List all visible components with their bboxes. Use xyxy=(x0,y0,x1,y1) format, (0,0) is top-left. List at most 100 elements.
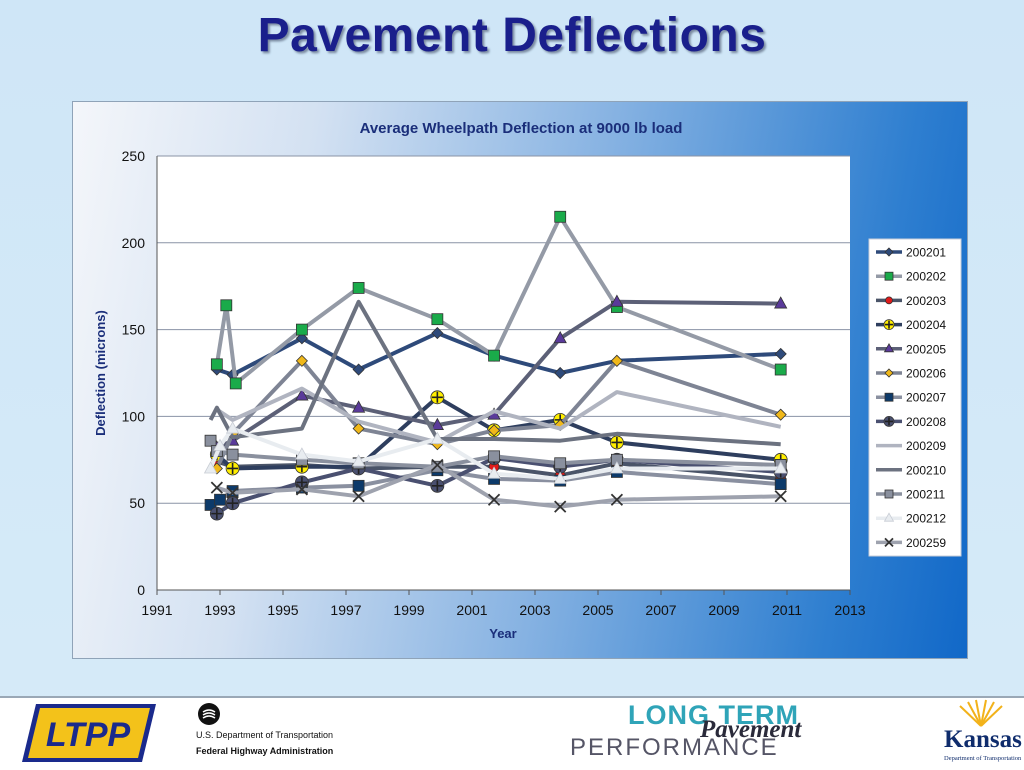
performance-text: PERFORMANCE xyxy=(570,734,779,761)
legend-item: 200212 xyxy=(876,512,946,526)
legend-label: 200206 xyxy=(906,367,946,381)
data-point xyxy=(884,247,894,257)
legend-item: 200201 xyxy=(876,246,946,260)
data-point xyxy=(225,421,240,434)
data-point xyxy=(610,493,624,506)
data-point xyxy=(884,489,894,499)
legend-item: 200259 xyxy=(876,536,946,550)
kansas-dot-logo xyxy=(940,698,1022,766)
data-point-cross xyxy=(431,480,443,492)
slide-title: Pavement Deflections xyxy=(257,9,767,62)
legend-item: 200204 xyxy=(876,318,946,332)
legend-label: 200202 xyxy=(906,270,946,284)
data-point xyxy=(295,323,308,336)
data-point xyxy=(352,282,365,294)
data-point-cross xyxy=(885,320,893,329)
legend-label: 200210 xyxy=(906,463,946,477)
data-point xyxy=(295,483,309,496)
data-point xyxy=(774,347,787,360)
x-tick-label: 1997 xyxy=(330,602,361,618)
legend-label: 200201 xyxy=(906,246,946,260)
x-tick-label: 2009 xyxy=(708,602,739,618)
data-point xyxy=(554,500,567,513)
x-tick-label: 2011 xyxy=(772,602,802,618)
data-point xyxy=(295,354,308,367)
data-point-cross xyxy=(296,476,308,488)
data-point xyxy=(885,296,893,305)
data-point xyxy=(487,493,501,506)
data-point xyxy=(351,400,366,413)
legend-label: 200212 xyxy=(906,512,946,526)
data-point xyxy=(774,363,787,376)
dot-eagle-icon xyxy=(198,703,220,725)
data-point xyxy=(554,457,567,470)
data-point xyxy=(431,327,444,340)
data-point xyxy=(226,486,239,499)
series-200212 xyxy=(203,421,788,484)
axes: 0 50 100 150 200 250 1991 1993 1995 1997 1999 2001 2… xyxy=(122,148,866,618)
data-point xyxy=(884,392,894,402)
legend-item: 200203 xyxy=(876,294,946,308)
y-tick-label: 200 xyxy=(122,235,146,251)
legend-item: 200202 xyxy=(876,270,946,284)
data-point xyxy=(210,481,223,494)
data-point xyxy=(883,512,895,522)
x-tick-label: 1999 xyxy=(393,602,424,618)
kansas-name: Kansas xyxy=(944,726,1022,753)
legend-label: 200209 xyxy=(906,439,946,453)
data-point xyxy=(553,471,567,484)
data-point-cross xyxy=(211,508,223,520)
legend-item: 200211 xyxy=(876,488,945,502)
y-tick-label: 250 xyxy=(122,148,146,164)
data-point xyxy=(295,388,309,401)
legend-item: 200210 xyxy=(876,463,946,477)
data-point xyxy=(610,294,624,307)
legend-label: 200208 xyxy=(906,415,946,429)
data-point xyxy=(774,461,788,474)
data-point xyxy=(214,493,226,506)
data-point xyxy=(488,450,500,463)
legend-label: 200204 xyxy=(906,318,946,332)
data-point-cross xyxy=(611,436,623,448)
y-axis-label: Deflection (microns) xyxy=(93,310,108,436)
line-chart: Average Wheelpath Deflection at 9000 lb … xyxy=(93,120,962,641)
x-tick-label: 2001 xyxy=(456,602,487,618)
y-tick-label: 0 xyxy=(137,582,145,598)
kansas-subtitle: Department of Transportation xyxy=(944,755,1022,762)
y-tick-label: 100 xyxy=(122,408,146,424)
data-point xyxy=(213,438,227,451)
data-point-cross xyxy=(227,462,239,474)
x-tick-label: 1995 xyxy=(267,602,298,618)
legend-label: 200207 xyxy=(906,391,946,405)
plot-area xyxy=(157,156,850,590)
data-point xyxy=(352,363,365,376)
legend-item: 200208 xyxy=(876,415,946,429)
x-tick-label: 2007 xyxy=(645,602,676,618)
legend-label: 200211 xyxy=(906,488,945,502)
data-point xyxy=(352,422,365,435)
series-line xyxy=(208,299,781,447)
footer-bar: LTPP xyxy=(0,696,1024,770)
data-point xyxy=(203,461,218,474)
data-point xyxy=(431,458,444,472)
data-point xyxy=(774,296,788,309)
long-term-text: LONG TERM xyxy=(628,700,799,730)
data-point xyxy=(488,349,500,362)
series-line xyxy=(208,439,781,469)
data-point xyxy=(430,417,445,430)
chart-title: Average Wheelpath Deflection at 9000 lb … xyxy=(360,120,683,137)
series-line xyxy=(208,426,781,481)
legend-label: 200205 xyxy=(906,342,946,356)
series-lines xyxy=(203,210,788,521)
data-point xyxy=(295,332,308,345)
x-tick-label: 2005 xyxy=(582,602,613,618)
legend-item: 200205 xyxy=(876,342,946,356)
pavement-text: Pavement xyxy=(700,716,802,743)
data-point-cross xyxy=(227,497,239,509)
legend: 200201 200202 200203 200204 200205 200206 2002… xyxy=(868,238,962,557)
data-point xyxy=(610,461,624,474)
x-axis-label: Year xyxy=(489,626,516,641)
data-point xyxy=(204,434,217,447)
data-point xyxy=(487,424,501,437)
x-tick-label: 1991 xyxy=(141,602,172,618)
